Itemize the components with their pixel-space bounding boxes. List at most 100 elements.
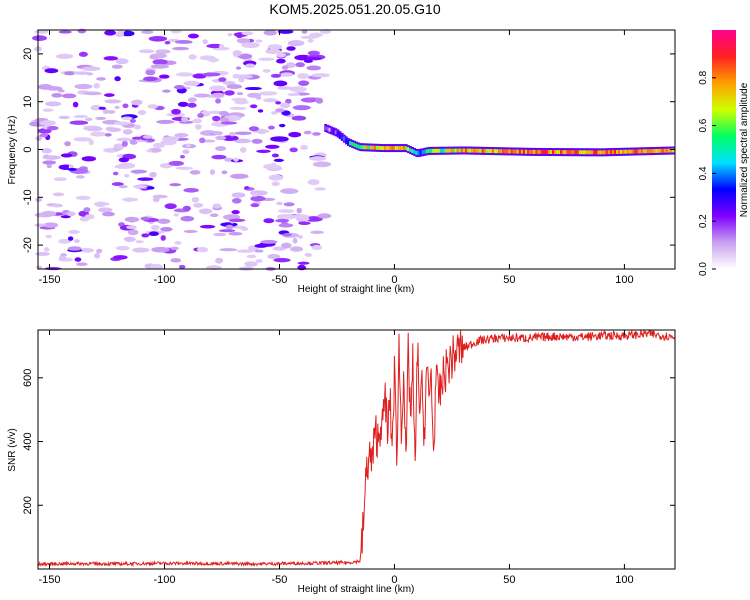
heatmap-ridge-cell (514, 149, 518, 154)
heatmap-noise-cell (283, 202, 295, 207)
heatmap-noise-cell (76, 262, 88, 267)
heatmap-noise-cell (315, 98, 324, 104)
heatmap-ridge-cell (500, 149, 503, 154)
heatmap-noise-cell (146, 149, 153, 153)
heatmap-ridge-cell (404, 146, 408, 151)
heatmap-ridge-cell (539, 149, 543, 154)
heatmap-noise-cell (64, 71, 76, 76)
heatmap-ridge-cell (622, 149, 626, 154)
heatmap-noise-cell (121, 140, 128, 147)
heatmap-noise-cell (124, 173, 130, 178)
heatmap-noise-cell (79, 248, 95, 253)
colorbar-tick-label: 0.8 (698, 70, 709, 84)
heatmap-ridge-cell (460, 148, 464, 153)
heatmap-noise-cell (292, 237, 298, 244)
heatmap-noise-cell (255, 39, 263, 43)
top-y-axis-label: Frequency (Hz) (7, 116, 18, 185)
heatmap-ridge-cell (489, 149, 493, 154)
heatmap-ridge-cell (628, 149, 632, 154)
heatmap-noise-cell (220, 222, 238, 227)
heatmap-noise-cell (303, 130, 312, 135)
heatmap-ridge-cell (328, 127, 332, 132)
heatmap-noise-cell (263, 30, 277, 36)
heatmap-ridge-cell (334, 130, 338, 135)
heatmap-ridge-cell (560, 150, 563, 155)
colorbar: 0.0 0.2 0.4 0.6 0.8 Normalized spectral ampl… (698, 30, 750, 276)
heatmap-noise-cell (137, 110, 147, 116)
x-tick-label: -150 (38, 274, 60, 286)
heatmap-ridge-cell (553, 150, 557, 155)
heatmap-ridge-cell (396, 146, 400, 151)
heatmap-noise-cell (152, 196, 160, 203)
heatmap-noise-cell (103, 56, 119, 61)
heatmap-ridge-cell (353, 142, 357, 147)
heatmap-ridge-cell (454, 148, 458, 153)
heatmap-ridge-cell (512, 149, 516, 154)
heatmap-noise-cell (148, 35, 168, 42)
heatmap-noise-cell (244, 261, 258, 267)
heatmap-noise-cell (83, 91, 102, 96)
heatmap-noise-cell (118, 184, 128, 189)
heatmap-noise-cell (160, 235, 166, 241)
heatmap-ridge-cell (413, 149, 417, 154)
heatmap-ridge-cell (518, 149, 522, 154)
heatmap-noise-cell (209, 85, 226, 92)
heatmap-noise-cell (267, 254, 281, 259)
heatmap-noise-cell (309, 156, 327, 161)
heatmap-ridge-cell (651, 149, 655, 154)
heatmap-noise-cell (286, 46, 296, 51)
heatmap-noise-cell (277, 86, 294, 90)
heatmap-noise-cell (90, 104, 102, 111)
heatmap-noise-cell (160, 139, 177, 146)
heatmap-noise-cell (281, 65, 289, 70)
heatmap-ridge-cell (481, 148, 485, 153)
heatmap-noise-cell (298, 80, 310, 86)
heatmap-ridge-cell (568, 150, 572, 155)
x-tick-label: 50 (503, 574, 515, 586)
heatmap-noise-cell (287, 92, 300, 97)
heatmap-noise-cell (248, 126, 260, 132)
heatmap-noise-cell (218, 77, 227, 82)
heatmap-ridge-cell (417, 151, 421, 156)
heatmap-noise-cell (187, 33, 199, 39)
heatmap-noise-cell (295, 62, 305, 68)
heatmap-noise-cell (166, 112, 186, 117)
heatmap-noise-cell (229, 131, 236, 137)
heatmap-noise-cell (84, 117, 93, 121)
heatmap-noise-cell (90, 131, 106, 137)
heatmap-ridge-cell (640, 149, 644, 154)
heatmap-noise-cell (94, 201, 106, 208)
heatmap-noise-cell (172, 46, 190, 51)
heatmap-noise-cell (173, 84, 185, 90)
heatmap-noise-cell (310, 230, 324, 235)
heatmap-ridge-cell (653, 148, 657, 153)
heatmap-noise-cell (60, 215, 71, 219)
heatmap-noise-cell (290, 41, 304, 45)
heatmap-noise-cell (45, 86, 63, 91)
heatmap-ridge-cell (421, 150, 425, 155)
heatmap-noise-cell (185, 143, 192, 148)
heatmap-ridge-cell (510, 149, 514, 154)
heatmap-noise-cell (132, 247, 150, 253)
heatmap-noise-cell (311, 245, 323, 251)
heatmap-noise-cell (141, 30, 154, 34)
heatmap-noise-cell (131, 99, 143, 106)
heatmap-ridge-cell (520, 149, 524, 154)
y-tick-label: 20 (22, 48, 34, 60)
heatmap-ridge-cell (452, 148, 456, 153)
heatmap-noise-cell (307, 50, 320, 56)
heatmap-noise-cell (46, 164, 52, 169)
heatmap-noise-cell (273, 158, 284, 163)
heatmap-noise-cell (210, 57, 217, 63)
top-y-axis-ticks: -20 -10 0 10 20 (22, 48, 675, 253)
heatmap-noise-cell (271, 153, 279, 158)
heatmap-noise-cell (276, 201, 283, 206)
heatmap-noise-cell (199, 137, 206, 144)
heatmap-noise-cell (228, 218, 246, 222)
heatmap-noise-cell (232, 50, 242, 57)
heatmap-noise-cell (58, 115, 70, 120)
heatmap-noise-cell (297, 261, 310, 265)
heatmap-noise-cell (275, 101, 282, 105)
heatmap-noise-cell (233, 157, 239, 162)
y-tick-label: 600 (22, 369, 34, 387)
